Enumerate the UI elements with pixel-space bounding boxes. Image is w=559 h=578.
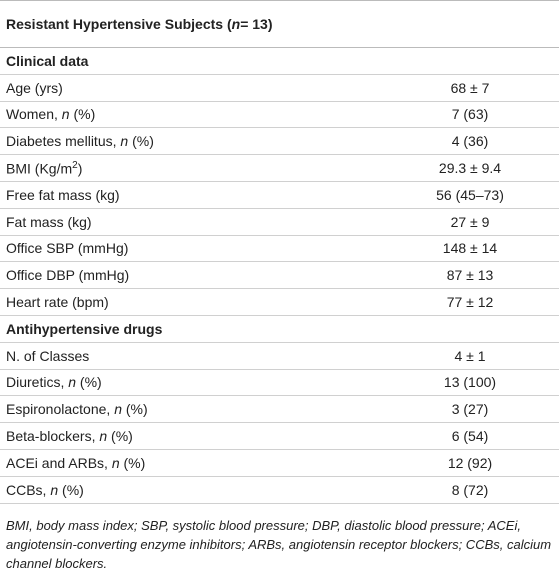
text-part: Diabetes mellitus, xyxy=(6,133,121,150)
row-value: 12 (92) xyxy=(447,454,493,471)
header-row: Resistant Hypertensive Subjects (n = 13) xyxy=(0,0,559,48)
text-part: ) xyxy=(77,160,83,177)
text-part: (%) xyxy=(76,374,102,391)
section-title: Antihypertensive drugs xyxy=(6,320,163,337)
row-label: Diabetes mellitus, n (%) xyxy=(0,133,154,149)
text-part: n xyxy=(61,106,70,123)
row-value: 27 ± 9 xyxy=(450,213,490,230)
text-part: ACEi and ARBs, xyxy=(6,454,112,471)
text-part: (%) xyxy=(107,428,133,445)
row-label: ACEi and ARBs, n (%) xyxy=(0,455,145,471)
text-part: n xyxy=(111,454,120,471)
text-part: (%) xyxy=(69,106,96,123)
row-value: 3 (27) xyxy=(451,401,489,418)
data-row: Beta-blockers, n (%) 6 (54) xyxy=(0,423,559,450)
data-row: Office DBP (mmHg) 87 ± 13 xyxy=(0,262,559,290)
text-part: = 13) xyxy=(240,16,273,32)
text-part: BMI (Kg/m xyxy=(6,160,73,177)
row-value: 68 ± 7 xyxy=(450,79,490,96)
text-part: n xyxy=(99,428,108,445)
row-label: Beta-blockers, n (%) xyxy=(0,428,133,444)
row-label: Diuretics, n (%) xyxy=(0,374,102,390)
text-part: CCBs, xyxy=(6,481,51,498)
row-label: Age (yrs) xyxy=(0,80,63,96)
section-row: Clinical data xyxy=(0,48,559,75)
data-row: BMI (Kg/m2) 29.3 ± 9.4 xyxy=(0,155,559,182)
row-value: 148 ± 14 xyxy=(442,240,498,257)
text-part: n xyxy=(231,16,241,32)
data-row: ACEi and ARBs, n (%) 12 (92) xyxy=(0,450,559,477)
row-label: N. of Classes xyxy=(0,348,89,364)
text-part: Free fat mass (kg) xyxy=(6,186,120,203)
text-part: n xyxy=(68,374,77,391)
data-row: Office SBP (mmHg) 148 ± 14 xyxy=(0,236,559,263)
text-part: n xyxy=(120,133,129,150)
data-row: Age (yrs) 68 ± 7 xyxy=(0,75,559,102)
row-value: 6 (54) xyxy=(451,428,489,445)
text-part: Office SBP (mmHg) xyxy=(6,240,129,257)
text-part: (%) xyxy=(58,481,84,498)
data-row: Diuretics, n (%) 13 (100) xyxy=(0,370,559,397)
row-label: Office SBP (mmHg) xyxy=(0,240,128,256)
data-row: Fat mass (kg) 27 ± 9 xyxy=(0,209,559,236)
row-value: 7 (63) xyxy=(451,106,489,123)
row-value: 13 (100) xyxy=(443,374,497,391)
text-part: Espironolactone, xyxy=(6,401,115,418)
row-label: Espironolactone, n (%) xyxy=(0,401,148,417)
row-label: CCBs, n (%) xyxy=(0,482,84,498)
row-label: BMI (Kg/m2) xyxy=(0,160,82,177)
data-row: Espironolactone, n (%) 3 (27) xyxy=(0,396,559,424)
text-part: Age (yrs) xyxy=(6,79,63,96)
row-value: 77 ± 12 xyxy=(446,294,494,311)
row-label: Women, n (%) xyxy=(0,106,95,122)
text-part: (%) xyxy=(128,133,154,150)
data-row: Free fat mass (kg) 56 (45–73) xyxy=(0,182,559,209)
text-part: Fat mass (kg) xyxy=(6,213,92,230)
footnote: BMI, body mass index; SBP, systolic bloo… xyxy=(6,517,552,571)
row-label: Fat mass (kg) xyxy=(0,214,92,230)
data-row: Diabetes mellitus, n (%) 4 (36) xyxy=(0,128,559,156)
data-row: N. of Classes 4 ± 1 xyxy=(0,343,559,370)
text-part: Diuretics, xyxy=(6,374,69,391)
text-part: Women, xyxy=(6,106,62,123)
text-part: (%) xyxy=(121,401,148,418)
text-part: Office DBP (mmHg) xyxy=(6,267,130,284)
data-row: Heart rate (bpm) 77 ± 12 xyxy=(0,289,559,316)
row-label: Office DBP (mmHg) xyxy=(0,267,129,283)
row-value: 4 (36) xyxy=(451,133,489,150)
text-part: (%) xyxy=(119,454,146,471)
table: Resistant Hypertensive Subjects (n = 13)… xyxy=(0,0,559,504)
row-value: 29.3 ± 9.4 xyxy=(438,160,502,177)
row-value: 87 ± 13 xyxy=(446,267,494,284)
section-title: Clinical data xyxy=(6,52,89,69)
row-value: 4 ± 1 xyxy=(454,347,486,364)
data-row: CCBs, n (%) 8 (72) xyxy=(0,477,559,504)
section-row: Antihypertensive drugs xyxy=(0,316,559,343)
text-part: n xyxy=(50,481,59,498)
text-part: Resistant Hypertensive Subjects ( xyxy=(6,16,232,32)
row-value: 8 (72) xyxy=(451,481,489,498)
row-label: Heart rate (bpm) xyxy=(0,294,109,310)
text-part: n xyxy=(114,401,122,418)
row-value: 56 (45–73) xyxy=(436,186,504,203)
text-part: N. of Classes xyxy=(6,347,90,364)
data-row: Women, n (%) 7 (63) xyxy=(0,102,559,129)
text-part: 2 xyxy=(72,159,78,171)
text-part: Heart rate (bpm) xyxy=(6,294,109,311)
text-part: Beta-blockers, xyxy=(6,428,100,445)
row-label: Free fat mass (kg) xyxy=(0,187,120,203)
